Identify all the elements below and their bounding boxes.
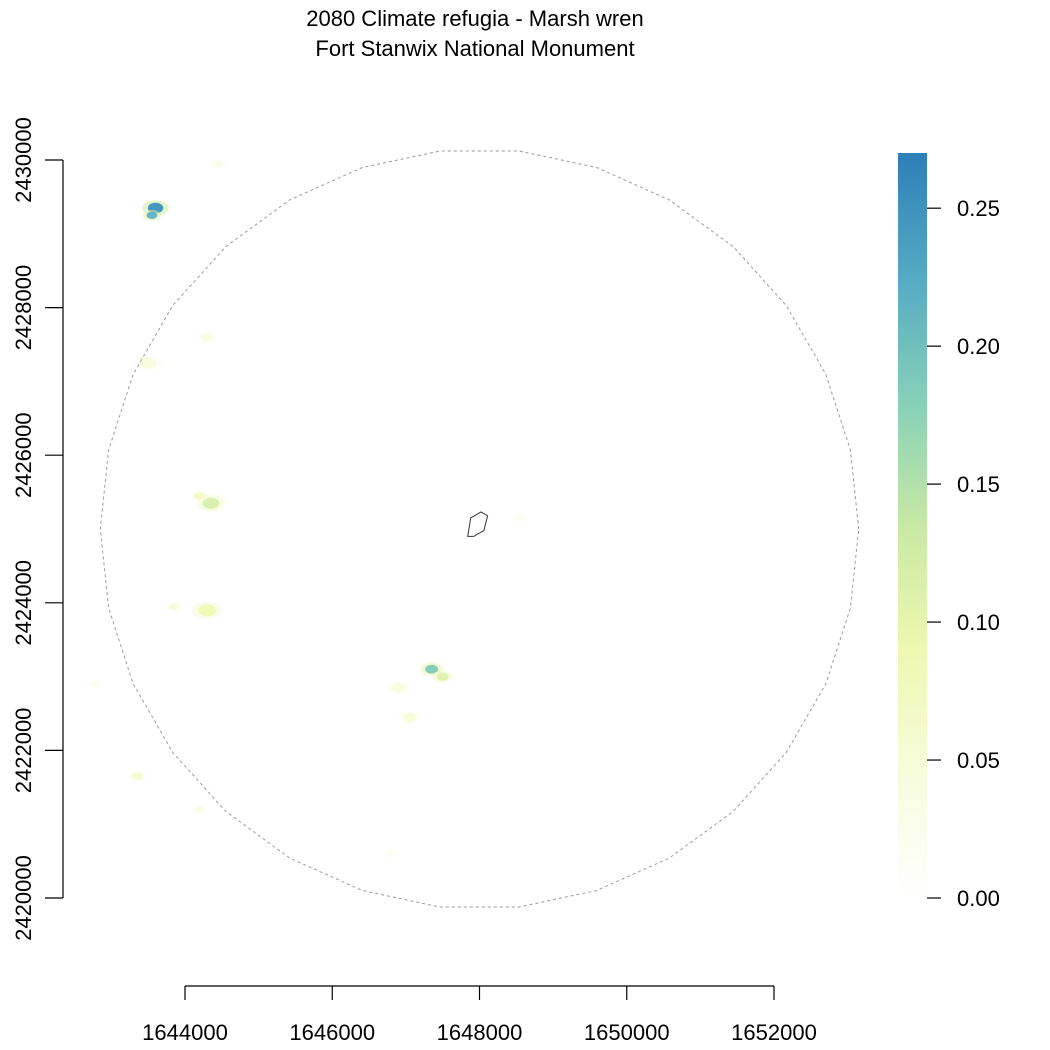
x-tick-label: 1652000 (731, 1020, 817, 1045)
refugia-cell (202, 497, 220, 509)
y-tick-label: 2430000 (11, 117, 36, 203)
colorbar-tick-label: 0.10 (957, 610, 1000, 635)
refugia-cell (425, 664, 439, 674)
colorbar-legend: 0.00 0.05 0.10 0.15 0.20 0.25 (898, 153, 1000, 911)
park-boundary (467, 511, 489, 537)
refugia-cell (139, 357, 157, 369)
y-tick-label: 2426000 (11, 412, 36, 498)
refugia-cell (131, 772, 143, 780)
refugia-cell (195, 806, 204, 813)
y-tick-label: 2424000 (11, 560, 36, 646)
refugia-cell (391, 682, 406, 693)
y-tick-label: 2428000 (11, 265, 36, 351)
y-tick-label: 2420000 (11, 855, 36, 941)
x-axis: 1644000 1646000 1648000 1650000 1652000 (142, 985, 817, 1045)
colorbar-tick-label: 0.05 (957, 748, 1000, 773)
refugia-cell (213, 160, 223, 167)
x-tick-label: 1646000 (289, 1020, 375, 1045)
refugia-cell (201, 333, 213, 342)
colorbar-tick-label: 0.15 (957, 472, 1000, 497)
refugia-cell (146, 211, 158, 219)
x-tick-label: 1644000 (142, 1020, 228, 1045)
buffer-boundary (99, 150, 860, 908)
x-tick-label: 1648000 (437, 1020, 523, 1045)
colorbar-tick-label: 0.25 (957, 196, 1000, 221)
refugia-cell (403, 712, 417, 722)
refugia-cell (198, 604, 216, 617)
refugia-cell (194, 492, 206, 500)
x-tick-label: 1650000 (584, 1020, 670, 1045)
colorbar-tick-label: 0.20 (957, 334, 1000, 359)
refugia-cell (91, 680, 102, 688)
refugia-raster (87, 158, 529, 859)
y-tick-label: 2422000 (11, 708, 36, 794)
refugia-cell (436, 672, 449, 681)
colorbar-tick-label: 0.00 (957, 886, 1000, 911)
map-title: 2080 Climate refugia - Marsh wren (306, 6, 643, 31)
y-axis: 2420000 2422000 2424000 2426000 2428000 24300… (11, 117, 64, 941)
map-subtitle: Fort Stanwix National Monument (315, 36, 634, 61)
refugia-cell (169, 603, 179, 610)
colorbar-ramp (898, 153, 927, 898)
refugia-cell (386, 850, 396, 857)
refugia-cell (515, 514, 525, 522)
buffer-circle (99, 150, 860, 908)
park-polygon (467, 511, 489, 537)
